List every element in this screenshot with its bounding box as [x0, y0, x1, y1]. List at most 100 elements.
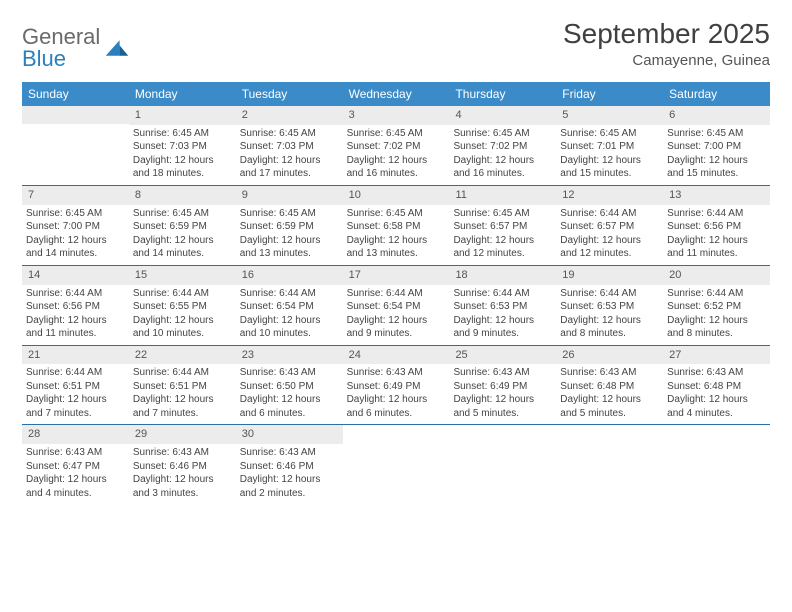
- info-line: Daylight: 12 hours: [347, 393, 446, 407]
- info-line: and 3 minutes.: [133, 487, 232, 501]
- day-header-cell: Saturday: [663, 82, 770, 106]
- day-number: 24: [343, 346, 450, 365]
- info-line: Sunset: 6:57 PM: [453, 220, 552, 234]
- day-header-cell: Sunday: [22, 82, 129, 106]
- day-info: Sunrise: 6:43 AMSunset: 6:48 PMDaylight:…: [556, 364, 663, 424]
- day-info: Sunrise: 6:44 AMSunset: 6:53 PMDaylight:…: [556, 285, 663, 345]
- day-cell: 25Sunrise: 6:43 AMSunset: 6:49 PMDayligh…: [449, 346, 556, 425]
- day-number: 1: [129, 106, 236, 125]
- info-line: Sunrise: 6:45 AM: [240, 207, 339, 221]
- empty-daynum: [22, 106, 129, 124]
- info-line: Sunset: 7:03 PM: [240, 140, 339, 154]
- day-number: 18: [449, 266, 556, 285]
- info-line: and 8 minutes.: [667, 327, 766, 341]
- day-info: Sunrise: 6:44 AMSunset: 6:54 PMDaylight:…: [236, 285, 343, 345]
- info-line: Sunset: 6:57 PM: [560, 220, 659, 234]
- info-line: Sunrise: 6:43 AM: [560, 366, 659, 380]
- info-line: Sunrise: 6:45 AM: [240, 127, 339, 141]
- info-line: Sunrise: 6:45 AM: [560, 127, 659, 141]
- day-cell: 17Sunrise: 6:44 AMSunset: 6:54 PMDayligh…: [343, 266, 450, 345]
- logo-general: General: [22, 26, 100, 48]
- day-info: Sunrise: 6:43 AMSunset: 6:48 PMDaylight:…: [663, 364, 770, 424]
- week-row: 14Sunrise: 6:44 AMSunset: 6:56 PMDayligh…: [22, 266, 770, 346]
- week-row: 28Sunrise: 6:43 AMSunset: 6:47 PMDayligh…: [22, 425, 770, 504]
- day-info: Sunrise: 6:44 AMSunset: 6:52 PMDaylight:…: [663, 285, 770, 345]
- day-header-cell: Monday: [129, 82, 236, 106]
- info-line: Sunset: 6:59 PM: [133, 220, 232, 234]
- info-line: Sunrise: 6:43 AM: [240, 366, 339, 380]
- day-number: 3: [343, 106, 450, 125]
- day-cell: 12Sunrise: 6:44 AMSunset: 6:57 PMDayligh…: [556, 186, 663, 265]
- day-header-cell: Friday: [556, 82, 663, 106]
- calendar: SundayMondayTuesdayWednesdayThursdayFrid…: [22, 82, 770, 504]
- title-block: September 2025 Camayenne, Guinea: [563, 18, 770, 69]
- day-cell: 18Sunrise: 6:44 AMSunset: 6:53 PMDayligh…: [449, 266, 556, 345]
- day-cell: 22Sunrise: 6:44 AMSunset: 6:51 PMDayligh…: [129, 346, 236, 425]
- info-line: Sunrise: 6:43 AM: [240, 446, 339, 460]
- info-line: Sunrise: 6:45 AM: [26, 207, 125, 221]
- day-info: Sunrise: 6:45 AMSunset: 7:02 PMDaylight:…: [449, 125, 556, 185]
- info-line: Sunset: 6:46 PM: [240, 460, 339, 474]
- info-line: and 14 minutes.: [133, 247, 232, 261]
- day-number: 8: [129, 186, 236, 205]
- info-line: Sunset: 6:49 PM: [453, 380, 552, 394]
- day-info: Sunrise: 6:44 AMSunset: 6:51 PMDaylight:…: [129, 364, 236, 424]
- day-number: 5: [556, 106, 663, 125]
- day-cell: 7Sunrise: 6:45 AMSunset: 7:00 PMDaylight…: [22, 186, 129, 265]
- day-cell: 2Sunrise: 6:45 AMSunset: 7:03 PMDaylight…: [236, 106, 343, 185]
- info-line: and 5 minutes.: [560, 407, 659, 421]
- info-line: Daylight: 12 hours: [240, 234, 339, 248]
- info-line: Sunset: 6:50 PM: [240, 380, 339, 394]
- info-line: Sunrise: 6:43 AM: [347, 366, 446, 380]
- info-line: Sunrise: 6:45 AM: [133, 207, 232, 221]
- info-line: Sunset: 6:51 PM: [133, 380, 232, 394]
- info-line: Sunset: 6:54 PM: [347, 300, 446, 314]
- header: General Blue September 2025 Camayenne, G…: [22, 18, 770, 70]
- info-line: Daylight: 12 hours: [240, 393, 339, 407]
- day-number: 4: [449, 106, 556, 125]
- info-line: Daylight: 12 hours: [667, 234, 766, 248]
- info-line: Sunrise: 6:43 AM: [133, 446, 232, 460]
- day-info: Sunrise: 6:43 AMSunset: 6:49 PMDaylight:…: [449, 364, 556, 424]
- day-cell: 24Sunrise: 6:43 AMSunset: 6:49 PMDayligh…: [343, 346, 450, 425]
- info-line: Daylight: 12 hours: [347, 154, 446, 168]
- day-number: 28: [22, 425, 129, 444]
- info-line: and 16 minutes.: [347, 167, 446, 181]
- info-line: and 17 minutes.: [240, 167, 339, 181]
- info-line: Sunrise: 6:44 AM: [347, 287, 446, 301]
- info-line: Daylight: 12 hours: [453, 154, 552, 168]
- info-line: Daylight: 12 hours: [667, 154, 766, 168]
- info-line: Sunset: 7:01 PM: [560, 140, 659, 154]
- week-row: 21Sunrise: 6:44 AMSunset: 6:51 PMDayligh…: [22, 346, 770, 426]
- day-number: 19: [556, 266, 663, 285]
- day-info: Sunrise: 6:45 AMSunset: 7:00 PMDaylight:…: [663, 125, 770, 185]
- info-line: Sunset: 6:53 PM: [560, 300, 659, 314]
- day-header-cell: Wednesday: [343, 82, 450, 106]
- day-info: Sunrise: 6:44 AMSunset: 6:57 PMDaylight:…: [556, 205, 663, 265]
- day-cell: 21Sunrise: 6:44 AMSunset: 6:51 PMDayligh…: [22, 346, 129, 425]
- day-info: Sunrise: 6:43 AMSunset: 6:50 PMDaylight:…: [236, 364, 343, 424]
- info-line: Sunset: 6:52 PM: [667, 300, 766, 314]
- day-info: Sunrise: 6:45 AMSunset: 6:57 PMDaylight:…: [449, 205, 556, 265]
- info-line: and 16 minutes.: [453, 167, 552, 181]
- info-line: and 6 minutes.: [240, 407, 339, 421]
- info-line: Daylight: 12 hours: [26, 234, 125, 248]
- day-info: Sunrise: 6:45 AMSunset: 7:00 PMDaylight:…: [22, 205, 129, 265]
- info-line: Daylight: 12 hours: [26, 314, 125, 328]
- info-line: Daylight: 12 hours: [347, 234, 446, 248]
- info-line: Sunrise: 6:44 AM: [667, 287, 766, 301]
- info-line: Daylight: 12 hours: [133, 234, 232, 248]
- info-line: Daylight: 12 hours: [133, 314, 232, 328]
- info-line: Sunset: 6:55 PM: [133, 300, 232, 314]
- day-cell: [556, 425, 663, 504]
- info-line: Sunrise: 6:44 AM: [133, 366, 232, 380]
- info-line: Daylight: 12 hours: [133, 473, 232, 487]
- day-info: Sunrise: 6:43 AMSunset: 6:47 PMDaylight:…: [22, 444, 129, 504]
- info-line: Sunrise: 6:43 AM: [667, 366, 766, 380]
- day-cell: 4Sunrise: 6:45 AMSunset: 7:02 PMDaylight…: [449, 106, 556, 185]
- info-line: and 13 minutes.: [347, 247, 446, 261]
- week-row: 7Sunrise: 6:45 AMSunset: 7:00 PMDaylight…: [22, 186, 770, 266]
- info-line: and 6 minutes.: [347, 407, 446, 421]
- day-info: Sunrise: 6:44 AMSunset: 6:51 PMDaylight:…: [22, 364, 129, 424]
- info-line: Sunset: 6:56 PM: [26, 300, 125, 314]
